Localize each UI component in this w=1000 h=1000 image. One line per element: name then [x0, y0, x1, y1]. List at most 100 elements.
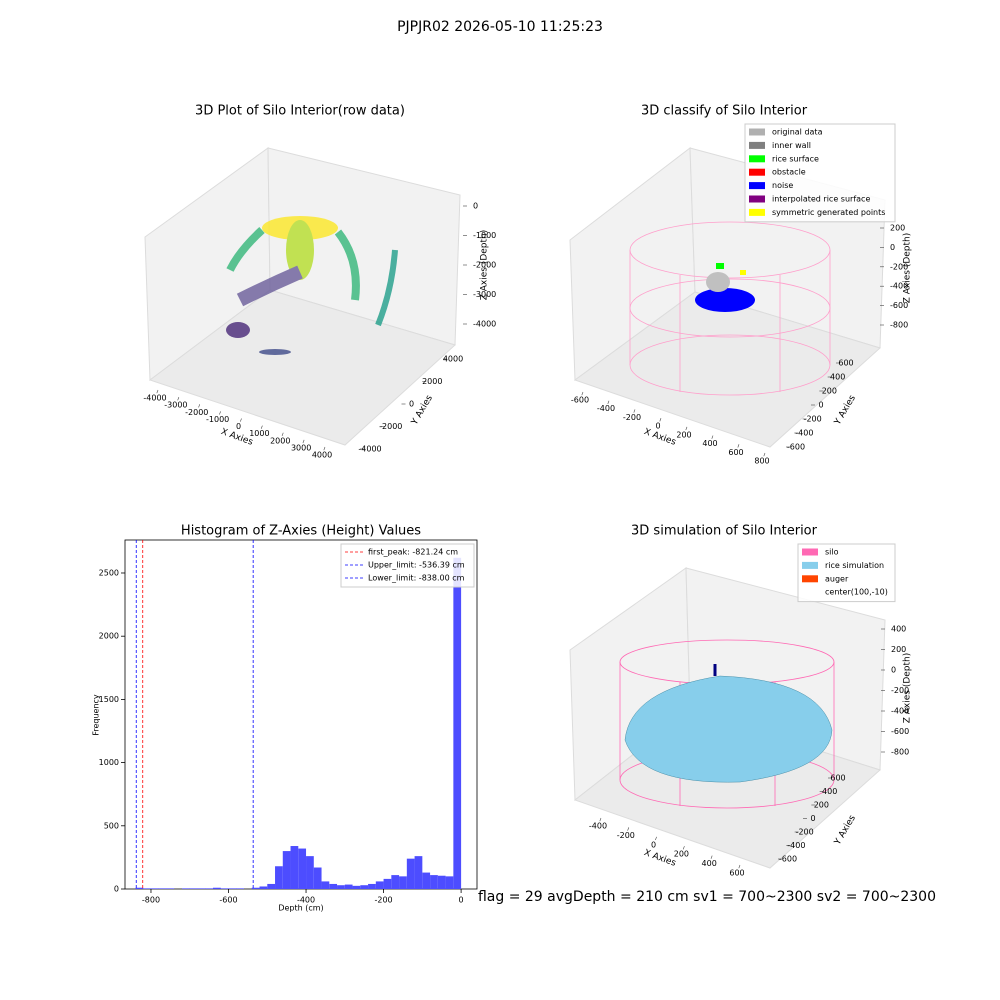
z-tick-label: -400 — [890, 282, 908, 291]
z-tick-label: -800 — [890, 321, 908, 330]
bar — [290, 846, 299, 889]
y-tick-label: -2000 — [379, 422, 402, 431]
silo-wireframe — [629, 221, 831, 396]
legend-swatch — [802, 548, 818, 556]
chart-title: 3D Plot of Silo Interior(row data) — [195, 104, 405, 119]
tick-mark — [219, 411, 221, 415]
z-tick-label: 200 — [890, 224, 905, 233]
bar — [445, 876, 454, 889]
tick-mark — [240, 418, 242, 422]
z-tick-label: 200 — [891, 645, 906, 654]
tick-mark — [302, 439, 305, 444]
z-tick-label: -200 — [890, 262, 908, 271]
legend-label: Lower_limit: -838.00 cm — [368, 574, 465, 583]
bar — [313, 867, 322, 889]
y-tick-label: -600 — [787, 443, 805, 452]
bar — [282, 851, 291, 889]
tick-mark — [156, 389, 159, 394]
tick-mark — [627, 827, 630, 831]
tick-mark — [710, 855, 713, 859]
suptitle: PJPJR02 2026-05-10 11:25:23 — [397, 19, 603, 35]
x-tick-label: 600 — [728, 448, 743, 457]
tick-mark — [323, 446, 326, 451]
legend-label: inner wall — [772, 141, 811, 150]
tick-mark — [659, 418, 662, 422]
y-tick-label: 2000 — [422, 377, 442, 386]
bar — [228, 888, 237, 889]
rice-surface — [624, 675, 833, 783]
tick-mark — [763, 452, 766, 457]
tick-mark — [177, 397, 180, 401]
x-tick-label: 400 — [702, 439, 717, 448]
bar — [213, 887, 221, 889]
legend-label: first_peak: -821.24 cm — [368, 548, 458, 557]
bar — [368, 883, 376, 889]
y-tick-label: 200 — [822, 387, 837, 396]
bar — [399, 876, 407, 889]
legend-swatch — [802, 575, 818, 583]
y-tick-label: 0 — [810, 814, 815, 823]
y-tick-label: -200 — [804, 415, 822, 424]
bar — [251, 887, 260, 889]
legend-label: obstacle — [772, 168, 806, 177]
x-tick-label: -200 — [374, 896, 392, 905]
legend-label: auger — [825, 574, 849, 583]
footer-text: flag = 29 avgDepth = 210 cm sv1 = 700~23… — [478, 889, 936, 905]
x-tick-label: 0 — [236, 422, 241, 431]
x-axis-label: X Axies — [642, 848, 677, 869]
y-tick-label: 500 — [104, 821, 119, 830]
bar — [306, 856, 314, 889]
legend-label: Upper_limit: -536.39 cm — [368, 561, 465, 570]
legend-label: center(100,-10) — [825, 588, 888, 597]
tick-mark — [711, 435, 714, 439]
legend-label: noise — [772, 181, 793, 190]
y-tick-label: 2500 — [99, 568, 119, 577]
z-tick-label: -400 — [891, 707, 909, 716]
legend-label: rice simulation — [825, 561, 884, 570]
y-tick-label: 200 — [814, 801, 829, 810]
y-axis-label: Frequency — [92, 694, 101, 736]
y-tick-label: -400 — [795, 429, 813, 438]
x-tick-label: -3000 — [164, 401, 187, 410]
bar — [422, 872, 431, 889]
bar — [437, 875, 446, 889]
bar — [453, 557, 462, 889]
legend-label: interpolated rice surface — [772, 195, 870, 204]
tick-mark — [655, 836, 657, 841]
x-tick-label: -200 — [623, 413, 641, 422]
x-tick-label: 0 — [651, 840, 656, 849]
bar — [205, 888, 213, 889]
point-cloud — [226, 216, 398, 355]
z-axis-label: Z Axies (Depth) — [903, 653, 913, 724]
y-tick-label: 400 — [822, 787, 837, 796]
legend-label: rice surface — [772, 154, 819, 163]
x-tick-label: 600 — [729, 869, 744, 878]
x-tick-label: 4000 — [312, 451, 332, 460]
bar — [197, 888, 206, 889]
legend-swatch — [749, 128, 765, 136]
x-tick-label: 2000 — [270, 436, 290, 445]
bar — [135, 887, 144, 889]
tick-mark — [685, 426, 688, 431]
x-tick-label: -600 — [219, 896, 237, 905]
legend-swatch — [749, 155, 765, 163]
bar — [321, 881, 330, 889]
tick-mark — [738, 864, 741, 869]
x-tick-label: 200 — [676, 430, 691, 439]
x-tick-label: -600 — [571, 396, 589, 405]
y-tick-label: -600 — [779, 855, 797, 864]
x-tick-label: -400 — [589, 822, 607, 831]
bar — [383, 878, 392, 889]
bar — [414, 856, 423, 889]
classified-points — [695, 263, 755, 312]
z-tick-label: -2000 — [473, 261, 496, 270]
z-tick-label: -600 — [890, 301, 908, 310]
z-tick-label: -3000 — [473, 290, 496, 299]
legend-box — [340, 543, 475, 588]
tick-mark — [581, 391, 584, 396]
bar — [150, 888, 159, 889]
bar — [158, 888, 167, 889]
z-tick-label: -4000 — [473, 320, 496, 329]
x-tick-label: -1000 — [206, 415, 229, 424]
